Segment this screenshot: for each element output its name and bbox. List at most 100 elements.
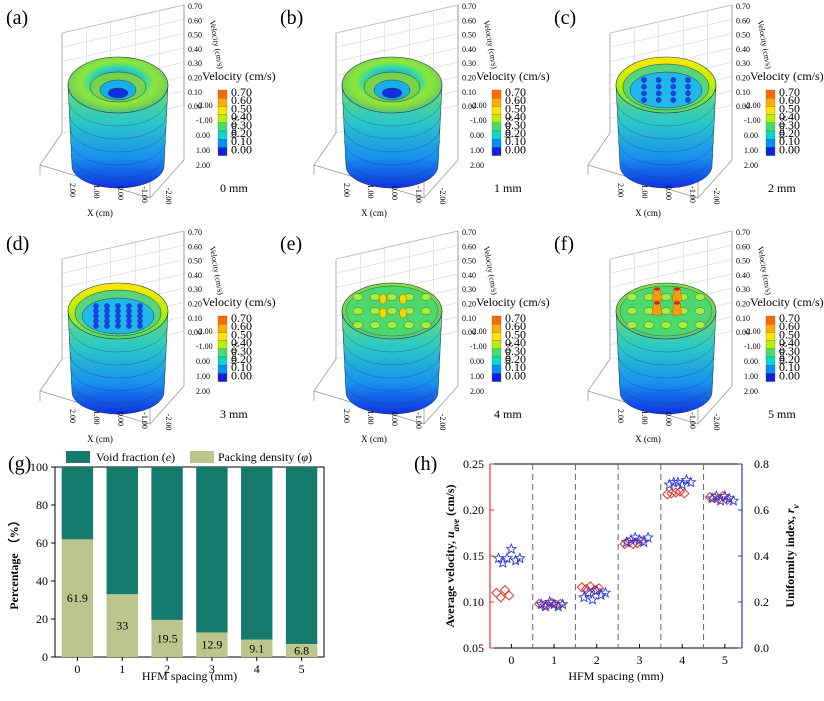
surface-side	[615, 84, 717, 189]
y-axis-label: Y (cm)	[504, 342, 513, 365]
y-axis-label: Y (cm)	[504, 116, 513, 139]
z-tick-label: 0.10	[188, 314, 202, 323]
colorbar-swatch	[491, 340, 502, 349]
velocity-bump	[369, 293, 381, 301]
velocity-dot	[93, 313, 99, 319]
surface-panel: 0.700.600.500.400.300.200.100.00Velocity…	[280, 2, 550, 218]
y-left-axis-label: Average velocity, uave (cm/s)	[443, 485, 461, 628]
contour-line	[68, 112, 168, 140]
contour-line	[618, 380, 714, 405]
colorbar-level: 0.70	[505, 311, 526, 325]
x-tick-label: -2.00	[164, 414, 173, 431]
point-uniformity	[706, 492, 719, 504]
velocity-bump	[399, 293, 407, 305]
colorbar-swatch	[217, 89, 228, 99]
velocity-dot	[93, 308, 99, 314]
colorbar-swatch	[217, 365, 228, 374]
panel-label: (b)	[280, 7, 303, 29]
x-tick-label: 2.00	[616, 183, 625, 197]
x-tick-label: 1.00	[640, 185, 649, 199]
colorbar-level: 0.20	[231, 126, 252, 140]
contour-line	[68, 98, 168, 127]
legend-label-void: Void fraction (e)	[96, 450, 175, 464]
y-tick-label: 0.00	[470, 357, 484, 366]
contour-line	[68, 338, 168, 366]
z-tick-label: 0.60	[736, 242, 750, 251]
x-tick-label: 4	[254, 662, 260, 676]
colorbar-level: 0.20	[505, 352, 526, 366]
z-tick-label: 0.50	[188, 31, 202, 40]
y-tick-label: 2.00	[470, 161, 484, 170]
y-tick-label: 2.00	[470, 387, 484, 396]
bar-packing-density	[196, 632, 228, 657]
point-avg-velocity	[670, 487, 682, 498]
colorbar-level: 0.00	[779, 368, 800, 382]
colorbar-level: 0.40	[231, 336, 252, 350]
colorbar-level: 0.50	[231, 327, 252, 341]
y-axis-label: Y (cm)	[778, 342, 787, 365]
point-uniformity	[595, 588, 607, 601]
bar-data-label: 33	[116, 619, 128, 633]
legend-swatch-packing	[190, 451, 214, 463]
label-subscript: v	[791, 503, 801, 508]
z-tick-label: 0.40	[462, 45, 476, 54]
bar-void-fraction	[196, 467, 228, 633]
y-tick-label: -1.00	[470, 342, 487, 351]
point-uniformity	[642, 531, 654, 543]
colorbar-level: 0.20	[231, 352, 252, 366]
y-tick-label: 1.00	[470, 146, 484, 155]
surface-panel: 0.700.600.500.400.300.200.100.00Velocity…	[554, 2, 824, 218]
spacing-label: 1 mm	[494, 181, 522, 195]
contour-line	[618, 140, 714, 166]
z-tick-label: 0.20	[736, 74, 750, 83]
velocity-dot	[655, 77, 662, 83]
colorbar-level: 0.30	[779, 344, 800, 358]
velocity-dot	[137, 323, 143, 329]
point-avg-velocity	[495, 592, 506, 603]
y-tick-label: 1.00	[744, 146, 758, 155]
y-tick-label: -2.00	[470, 327, 487, 336]
z-tick-label: 0.70	[462, 2, 476, 11]
colorbar-swatch	[765, 348, 776, 358]
y-right-tick-label: 0.8	[754, 457, 769, 471]
velocity-dot	[126, 303, 132, 309]
velocity-bump	[399, 307, 407, 319]
grid-line	[335, 33, 459, 62]
z-tick-label: 0.70	[736, 2, 750, 11]
y-axis-label: Percentage （%）	[6, 514, 21, 609]
velocity-dot	[115, 313, 121, 319]
colorbar-level: 0.70	[231, 85, 252, 99]
colorbar-level: 0.60	[505, 93, 526, 107]
x-tick-label: 0.00	[664, 412, 673, 426]
velocity-dot	[670, 90, 677, 97]
y-right-axis-label: Uniformity index, rv	[783, 503, 801, 607]
point-uniformity	[556, 598, 569, 610]
colorbar-level: 0.70	[779, 311, 800, 325]
y-tick-label: -2.00	[744, 327, 761, 336]
y-axis-label: Y (cm)	[778, 116, 787, 139]
bar-void-fraction	[151, 467, 183, 620]
colorbar-swatch	[765, 365, 776, 374]
colorbar-swatch	[217, 139, 228, 148]
colorbar-swatch	[217, 348, 228, 358]
panel-label: (c)	[554, 7, 576, 29]
colorbar-swatch	[491, 139, 502, 148]
velocity-dot	[641, 90, 647, 97]
colorbar-swatch	[491, 348, 502, 358]
velocity-dot	[126, 313, 132, 319]
contour-line	[617, 352, 715, 379]
colorbar-swatch	[765, 106, 776, 115]
contour-line	[70, 380, 166, 405]
spacing-label: 5 mm	[768, 407, 796, 421]
y-tick-label: -2.00	[470, 101, 487, 110]
y-right-tick-label: 0.6	[754, 503, 769, 517]
velocity-dot	[104, 318, 110, 324]
bar-packing-density	[106, 594, 138, 657]
colorbar-swatch	[217, 122, 228, 132]
colorbar-level: 0.40	[505, 110, 526, 124]
grid-line	[609, 259, 733, 288]
z-tick-label: 0.60	[188, 16, 202, 25]
z-tick-label: 0.00	[462, 102, 476, 111]
z-tick-label: 0.50	[736, 257, 750, 266]
velocity-bump	[369, 321, 381, 329]
